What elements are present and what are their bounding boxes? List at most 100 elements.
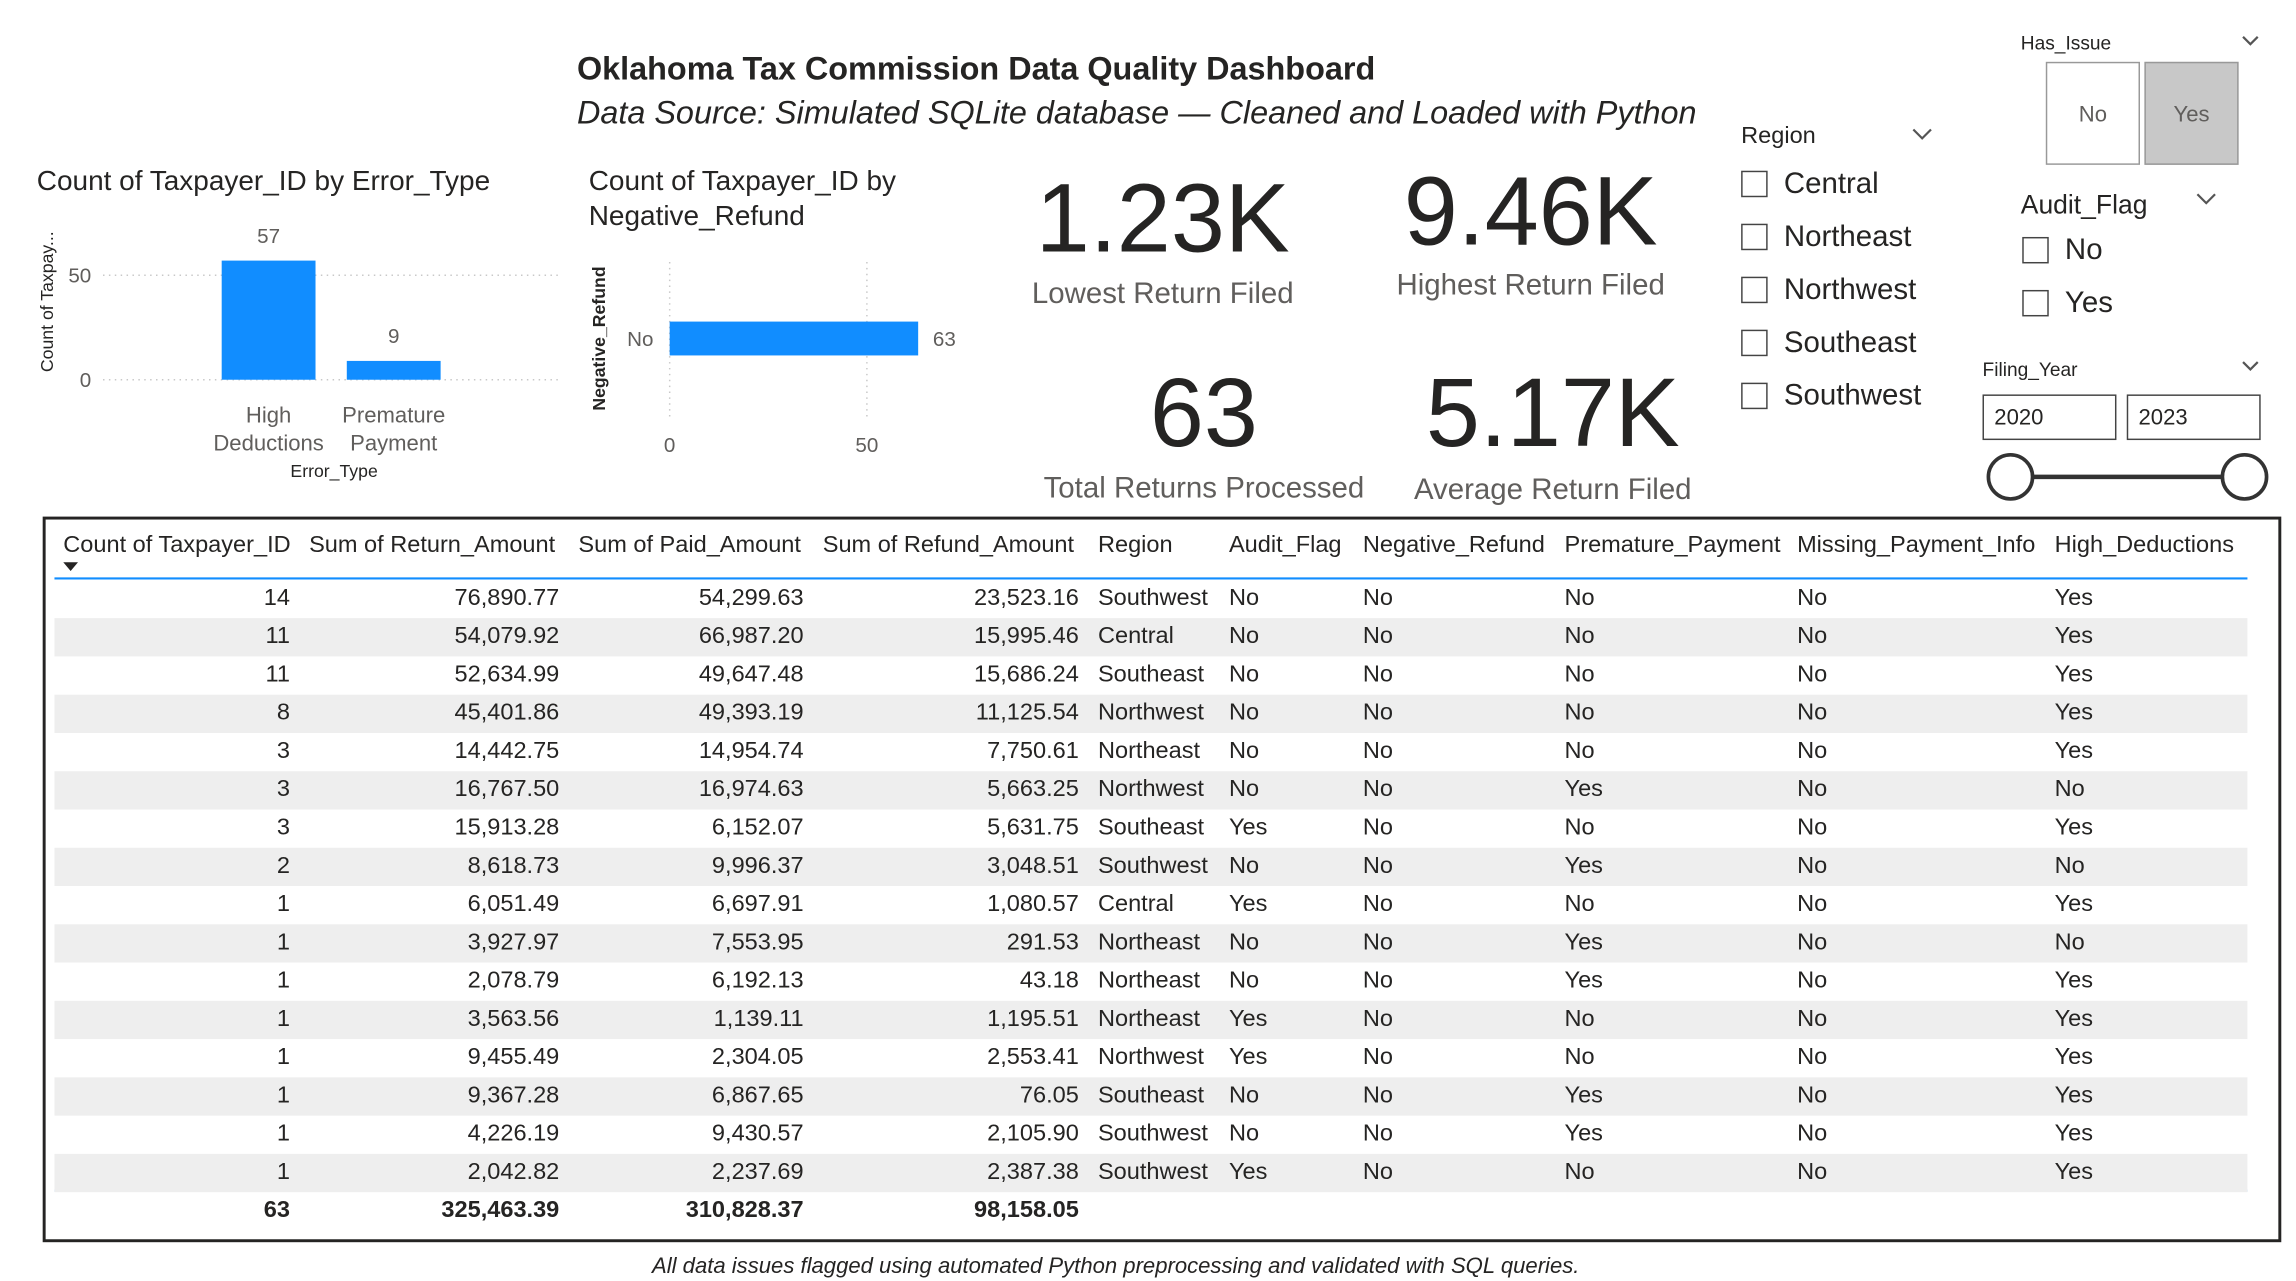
year-input[interactable] (1982, 394, 2117, 441)
year-input[interactable] (2126, 394, 2261, 441)
toggle-button[interactable] (2144, 61, 2239, 165)
column-header[interactable]: Audit_Flag (1228, 532, 1342, 558)
table-cell: 15,913.28 (454, 815, 560, 841)
checkbox[interactable] (1741, 382, 1768, 410)
toggle-button[interactable] (2045, 61, 2140, 165)
table-cell: Yes (2054, 738, 2094, 764)
table-cell: 76,890.77 (454, 585, 560, 611)
column-header[interactable]: Premature_Payment (1564, 532, 1781, 558)
table-cell: No (1362, 738, 1393, 764)
table-cell: 2,304.05 (711, 1044, 804, 1070)
card-value: 5.17K (1425, 357, 1680, 467)
region-chevron[interactable] (1912, 128, 1932, 140)
table-cell: Southeast (1097, 815, 1205, 841)
checkbox-label[interactable]: Yes (2064, 287, 2113, 320)
column-header[interactable]: High_Deductions (2054, 532, 2234, 558)
checkbox-label[interactable]: Northeast (1783, 220, 1912, 254)
table-cell: Southeast (1097, 662, 1205, 688)
toggle-label[interactable]: Yes (2173, 102, 2210, 128)
table-cell: 15,995.46 (974, 624, 1079, 650)
table-cell: 1 (276, 1121, 290, 1147)
audit-chevron[interactable] (2196, 193, 2216, 205)
column-header[interactable]: Count of Taxpayer_ID (63, 532, 291, 558)
has-issue-chevron[interactable] (2242, 36, 2259, 46)
checkbox-label[interactable]: Southeast (1783, 326, 1917, 360)
row-stripe (54, 771, 2248, 810)
table-cell: 1 (276, 1044, 290, 1070)
table-cell: Southwest (1097, 853, 1208, 879)
column-header[interactable]: Sum of Refund_Amount (822, 532, 1075, 558)
year-input-value[interactable]: 2023 (2138, 405, 2188, 431)
row-stripe (54, 1153, 2248, 1193)
table-cell: 11 (265, 624, 290, 650)
row-stripe (54, 618, 2248, 657)
checkbox[interactable] (1741, 170, 1768, 198)
table-cell: Yes (2054, 891, 2094, 917)
table-cell: 54,079.92 (454, 624, 560, 650)
table-cell: No (1362, 662, 1393, 688)
table-cell: No (1362, 585, 1393, 611)
table-cell: Yes (2054, 815, 2094, 841)
table-cell: 5,663.25 (987, 777, 1079, 803)
table-cell: 11 (265, 662, 290, 688)
table-cell: Northwest (1097, 700, 1204, 726)
slider-handle[interactable] (2220, 452, 2269, 501)
table-cell: No (1797, 777, 1828, 803)
slicer-title: Region (1741, 123, 1816, 149)
data-label: 57 (257, 223, 281, 248)
table-cell: 2,237.69 (711, 1159, 804, 1185)
y-tick-label: 50 (68, 263, 92, 288)
toggle-label[interactable]: No (2078, 102, 2108, 128)
table-cell: 1 (276, 1006, 290, 1032)
table-cell: 2,042.82 (467, 1159, 560, 1185)
table-cell: Southwest (1097, 1159, 1208, 1185)
table-cell: No (1362, 968, 1393, 994)
checkbox[interactable] (2022, 289, 2049, 317)
year-input-value[interactable]: 2020 (1994, 405, 2044, 431)
checkbox[interactable] (1741, 276, 1768, 304)
table-cell: 6,697.91 (711, 891, 804, 917)
table-cell: No (1797, 738, 1828, 764)
table-cell: No (1362, 1083, 1393, 1109)
column-header[interactable]: Missing_Payment_Info (1797, 532, 2036, 558)
y-axis-title: Count of Taxpay... (36, 231, 58, 373)
checkbox-label[interactable]: Central (1783, 167, 1879, 201)
column-header[interactable]: Sum of Return_Amount (309, 532, 556, 558)
table-cell: No (1228, 1083, 1260, 1109)
table-cell: Yes (2054, 700, 2094, 726)
table-cell: No (1362, 777, 1393, 803)
table-cell: No (1564, 662, 1595, 688)
table-cell: 3,927.97 (467, 930, 560, 956)
card-label: Average Return Filed (1413, 473, 1692, 507)
table-cell: 16,974.63 (698, 777, 804, 803)
table-cell: Yes (2054, 585, 2094, 611)
column-header[interactable]: Region (1097, 532, 1173, 558)
y-tick-label: 0 (79, 367, 92, 392)
checkbox-label[interactable]: Northwest (1783, 273, 1917, 307)
footer-note: All data issues flagged using automated … (652, 1253, 1580, 1279)
checkbox[interactable] (2022, 236, 2049, 264)
checkbox-label[interactable]: Southwest (1783, 379, 1922, 413)
checkbox[interactable] (1741, 329, 1768, 357)
table-cell: No (1362, 930, 1393, 956)
year-chevron[interactable] (2242, 361, 2259, 371)
checkbox-label[interactable]: No (2064, 234, 2103, 267)
slider-handle[interactable] (1986, 452, 2035, 501)
table-cell: 1,195.51 (987, 1006, 1079, 1032)
column-header[interactable]: Negative_Refund (1362, 532, 1545, 558)
table-cell: Yes (1228, 891, 1268, 917)
row-stripe (54, 924, 2248, 963)
column-header[interactable]: Sum of Paid_Amount (578, 532, 801, 558)
table-cell: No (1797, 624, 1828, 650)
total-cell: 310,828.37 (685, 1198, 804, 1224)
table-cell: 6,051.49 (467, 891, 560, 917)
table-cell: No (1564, 738, 1595, 764)
checkbox[interactable] (1741, 223, 1768, 251)
card-label: Lowest Return Filed (1031, 278, 1294, 311)
table-cell: Yes (1228, 1044, 1268, 1070)
table-cell: 14,442.75 (454, 738, 560, 764)
table-cell: No (1228, 968, 1260, 994)
table-cell: Yes (1228, 1159, 1268, 1185)
table-cell: Yes (2054, 1121, 2094, 1147)
table-cell: No (1228, 1121, 1260, 1147)
